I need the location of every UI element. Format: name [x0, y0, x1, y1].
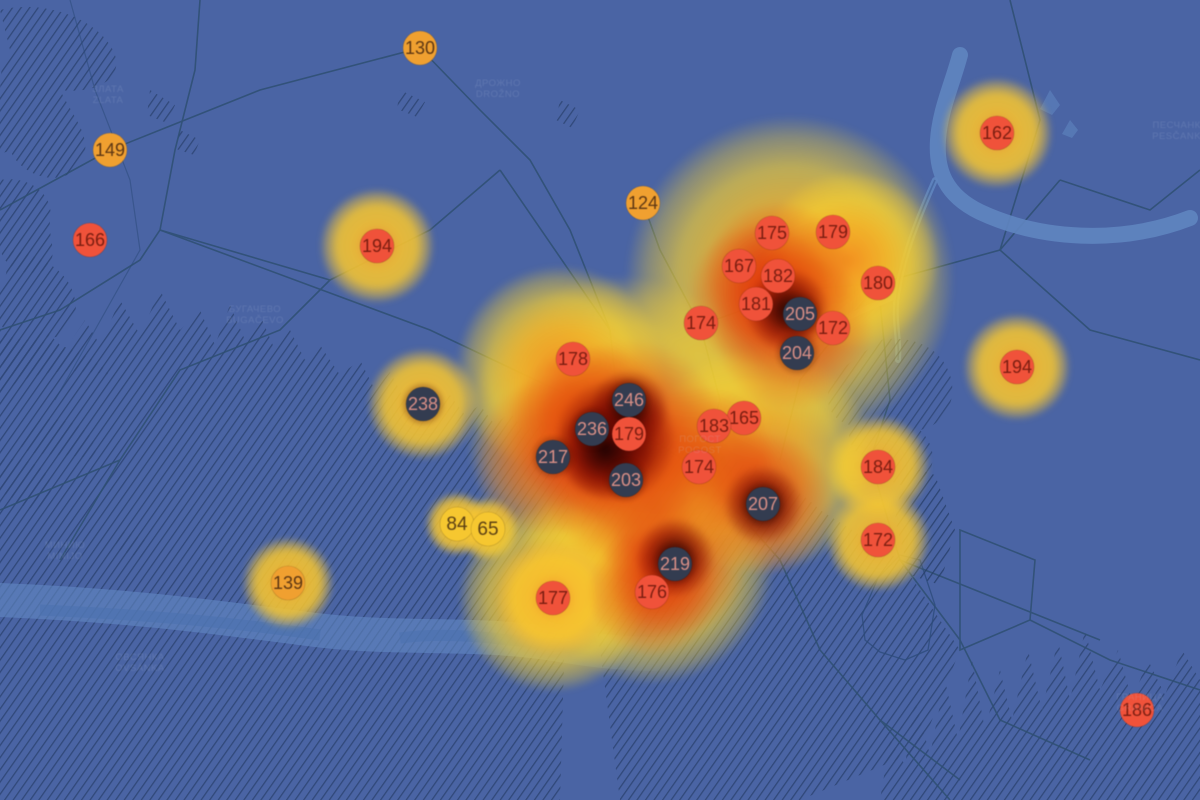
svg-text:165: 165: [729, 408, 759, 428]
svg-text:149: 149: [95, 140, 125, 160]
svg-text:BUGAČEVO: BUGAČEVO: [226, 315, 284, 326]
svg-text:194: 194: [362, 236, 392, 256]
svg-text:203: 203: [611, 470, 641, 490]
svg-text:162: 162: [982, 123, 1012, 143]
svg-text:183: 183: [699, 416, 729, 436]
svg-text:217: 217: [538, 447, 568, 467]
svg-text:204: 204: [782, 343, 812, 363]
svg-text:179: 179: [614, 424, 644, 444]
svg-text:84: 84: [446, 514, 468, 535]
svg-text:ОВСЯНКА: ОВСЯНКА: [115, 652, 165, 663]
svg-text:174: 174: [684, 457, 714, 477]
svg-text:ДРОЖНО: ДРОЖНО: [475, 78, 521, 89]
svg-text:182: 182: [763, 266, 793, 286]
svg-text:65: 65: [477, 519, 498, 540]
svg-text:139: 139: [273, 573, 303, 593]
svg-text:177: 177: [538, 588, 568, 608]
svg-text:130: 130: [405, 38, 435, 58]
svg-text:172: 172: [818, 318, 848, 338]
svg-text:236: 236: [577, 419, 607, 439]
svg-text:ZLATA: ZLATA: [93, 95, 124, 106]
svg-text:ЗЛАТА: ЗЛАТА: [92, 84, 124, 95]
svg-text:174: 174: [686, 313, 716, 333]
svg-text:124: 124: [628, 193, 658, 213]
svg-text:POGOST: POGOST: [678, 445, 722, 456]
svg-text:ПОГОСТ: ПОГОСТ: [679, 434, 721, 445]
svg-text:166: 166: [75, 230, 105, 250]
svg-text:172: 172: [863, 530, 893, 550]
svg-text:205: 205: [785, 304, 815, 324]
svg-text:OVSÁNKA: OVSÁNKA: [115, 663, 165, 674]
svg-text:DROŽNO: DROŽNO: [476, 89, 520, 100]
svg-text:PESČANKA: PESČANKA: [1152, 131, 1200, 142]
svg-text:184: 184: [863, 457, 893, 477]
svg-text:219: 219: [660, 554, 690, 574]
svg-text:181: 181: [741, 294, 771, 314]
svg-text:ГРАНИЦА: ГРАНИЦА: [1116, 692, 1164, 703]
svg-text:167: 167: [724, 256, 754, 276]
svg-text:194: 194: [1002, 357, 1032, 377]
svg-text:180: 180: [863, 273, 893, 293]
svg-text:МИНИЮ: МИНИЮ: [45, 540, 86, 551]
svg-text:207: 207: [748, 494, 778, 514]
svg-text:175: 175: [757, 223, 787, 243]
svg-text:178: 178: [558, 349, 588, 369]
svg-text:238: 238: [408, 394, 438, 414]
svg-text:ПЕСЧАНКА: ПЕСЧАНКА: [1152, 120, 1200, 131]
svg-text:MINIJO: MINIJO: [47, 551, 82, 562]
svg-text:БУГАЧЕВО: БУГАЧЕВО: [229, 304, 281, 315]
svg-text:179: 179: [818, 222, 848, 242]
svg-text:GRANICA: GRANICA: [1117, 703, 1164, 714]
svg-text:246: 246: [614, 390, 644, 410]
svg-text:176: 176: [637, 582, 667, 602]
